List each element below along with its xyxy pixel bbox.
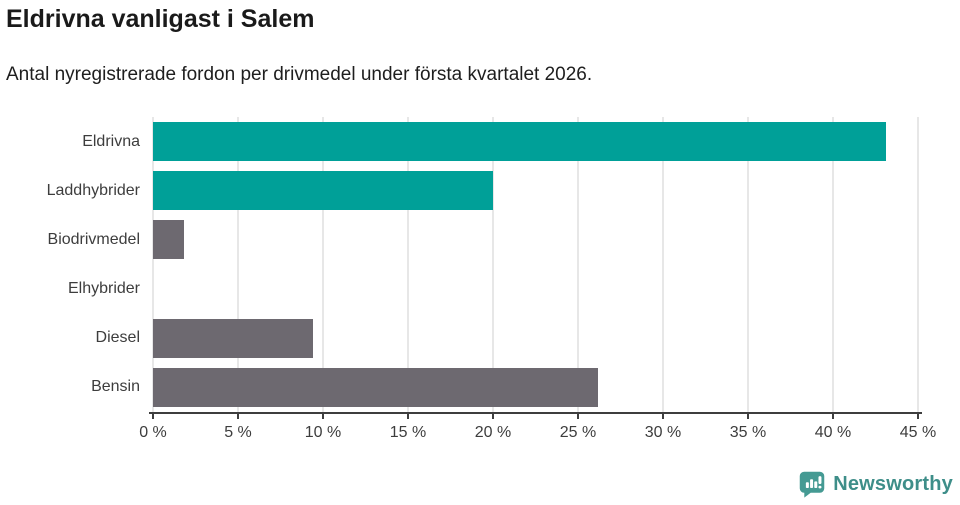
bar-row-eldrivna: Eldrivna	[82, 117, 918, 166]
bar-eldrivna	[153, 122, 886, 161]
bar-diesel	[153, 318, 313, 358]
bar-row-laddhybrider: Laddhybrider	[47, 166, 918, 215]
axis-tick	[917, 414, 919, 419]
axis-tick-label: 40 %	[814, 424, 852, 441]
gridline	[747, 117, 749, 412]
newsworthy-logo-icon	[799, 471, 825, 498]
gridline	[407, 117, 409, 412]
bar-rows: Eldrivna Laddhybrider Biodrivmedel Elhybrid…	[47, 117, 918, 412]
bar-biodrivmedel	[153, 220, 184, 260]
category-label: Laddhybrider	[46, 181, 140, 199]
bar-row-elhybrider: Elhybrider	[68, 265, 918, 314]
axis-tick	[492, 414, 494, 419]
gridline	[662, 117, 664, 412]
axis-tick-label: 15 %	[389, 424, 427, 441]
axis-tick-label: 35 %	[729, 424, 767, 441]
category-label: Eldrivna	[82, 132, 140, 150]
x-axis-line	[149, 412, 922, 414]
axis-tick-label: 20 %	[474, 424, 512, 441]
bar-row-biodrivmedel: Biodrivmedel	[48, 215, 918, 264]
axis-tick-label: 10 %	[304, 424, 342, 441]
axis-tick	[577, 414, 579, 419]
axis-tick	[152, 414, 154, 419]
gridline	[322, 117, 324, 412]
gridline	[832, 117, 834, 412]
gridline	[917, 117, 919, 412]
axis-tick-label: 5 %	[224, 424, 252, 441]
axis-tick-label: 0 %	[139, 424, 167, 441]
bar-row-diesel: Diesel	[96, 314, 918, 363]
gridlines	[152, 117, 919, 412]
category-label: Diesel	[95, 329, 140, 347]
bar-bensin	[153, 367, 599, 407]
axis-tick-label: 30 %	[644, 424, 682, 441]
brand-name: Newsworthy	[833, 472, 953, 495]
axis-tick	[662, 414, 664, 419]
axis-tick	[747, 414, 749, 419]
axis-tick	[407, 414, 409, 419]
category-label: Elhybrider	[67, 280, 140, 298]
gridline	[152, 117, 154, 412]
chart-subtitle: Antal nyregistrerade fordon per drivmede…	[6, 64, 593, 85]
category-label: Bensin	[91, 378, 140, 396]
plot-area: Eldrivna Laddhybrider Biodrivmedel Elhybrid…	[47, 117, 936, 441]
bar-row-bensin: Bensin	[91, 363, 918, 412]
gridline	[492, 117, 494, 412]
chart-title: Eldrivna vanligast i Salem	[6, 5, 315, 33]
axis-tick	[237, 414, 239, 419]
gridline	[577, 117, 579, 412]
axis-tick-label: 45 %	[899, 424, 937, 441]
axis-tick	[832, 414, 834, 419]
gridline	[237, 117, 239, 412]
brand-footer: Newsworthy	[798, 470, 953, 498]
axis-tick	[322, 414, 324, 419]
bar-laddhybrider	[153, 171, 493, 211]
category-label: Biodrivmedel	[47, 230, 140, 248]
axis-tick-label: 25 %	[559, 424, 597, 441]
